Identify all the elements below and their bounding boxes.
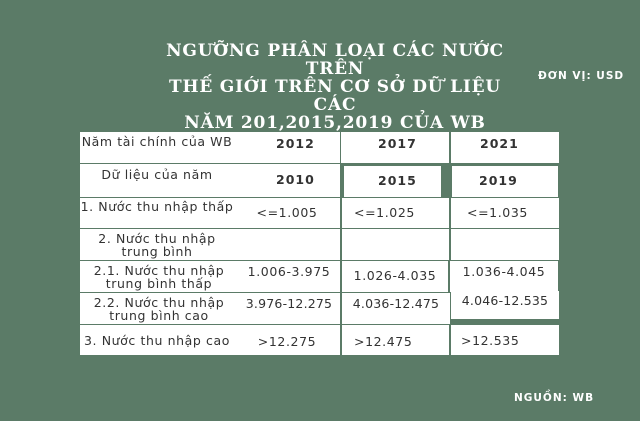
header-fiscal-year-2021: 2021	[451, 132, 559, 163]
row-upper-middle-income-label: 2.2. Nước thu nhập trung bình cao	[80, 293, 238, 324]
infographic-title: NGƯỠNG PHÂN LOẠI CÁC NƯỚC TRÊN THẾ GIỚI …	[150, 42, 520, 132]
unit-label: ĐƠN VỊ: USD	[538, 70, 625, 82]
row-lower-middle-income-value-2021: 1.036-4.045	[450, 261, 558, 292]
row-upper-middle-income-value-2017: 4.036-12.475	[342, 293, 450, 324]
row-upper-middle-income-value-2021: 4.046-12.535	[451, 291, 559, 319]
header-data-year-2010: 2010	[234, 164, 340, 197]
header-data-year-2015: 2015	[344, 166, 441, 197]
row-middle-income-value-2017	[342, 229, 449, 260]
row-upper-middle-income-value-2012: 3.976-12.275	[238, 293, 340, 324]
row-low-income-value-2017: <=1.025	[342, 198, 449, 228]
header-data-year-label: Dữ liệu của năm	[80, 164, 234, 197]
row-high-income-value-2017: >12.475	[342, 325, 449, 355]
row-middle-income-value-2012	[234, 229, 340, 260]
header-fiscal-year-2012: 2012	[234, 132, 340, 163]
row-low-income-value-2012: <=1.005	[234, 198, 340, 228]
header-fiscal-year-label: Năm tài chính của WB	[80, 132, 234, 163]
row-high-income-value-2012: >12.275	[234, 325, 340, 355]
row-lower-middle-income-value-2017: 1.026-4.035	[342, 261, 448, 292]
header-fiscal-year-2017: 2017	[341, 132, 449, 163]
title-line-3: NĂM 201,2015,2019 CỦA WB	[184, 113, 486, 133]
row-lower-middle-income-label: 2.1. Nước thu nhập trung bình thấp	[80, 261, 238, 292]
row-lower-middle-income-value-2012: 1.006-3.975	[238, 261, 340, 292]
row-low-income-label: 1. Nước thu nhập thấp	[80, 198, 234, 228]
row-middle-income-value-2021	[451, 229, 559, 260]
row-high-income-label: 3. Nước thu nhập cao	[80, 325, 234, 355]
header-data-year-2019: 2019	[452, 166, 558, 197]
title-line-1: NGƯỠNG PHÂN LOẠI CÁC NƯỚC TRÊN	[166, 41, 504, 79]
title-line-2: THẾ GIỚI TRÊN CƠ SỞ DỮ LIỆU CÁC	[169, 77, 501, 115]
row-low-income-value-2021: <=1.035	[451, 198, 559, 228]
source-label: NGUỒN: WB	[514, 392, 595, 404]
row-high-income-value-2021: >12.535	[451, 325, 559, 355]
row-middle-income-label: 2. Nước thu nhập trung bình	[80, 229, 234, 260]
